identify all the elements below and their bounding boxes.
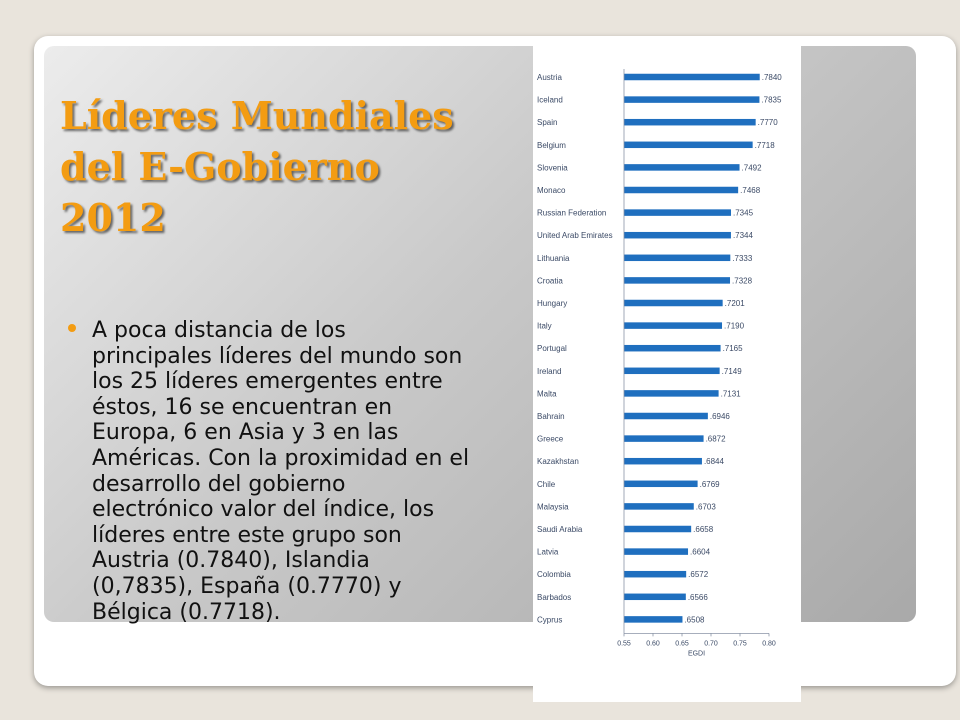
data-label: .7333 (732, 254, 753, 263)
bar (624, 209, 732, 216)
data-label: .6703 (696, 502, 717, 511)
bar (624, 73, 760, 81)
bar (624, 322, 723, 329)
slide-title: Líderes Mundiales del E-Gobierno 2012 (60, 93, 454, 240)
bar (624, 254, 731, 262)
category-label: Italy (537, 322, 552, 331)
category-label: Saudi Arabia (537, 525, 583, 534)
bullet-dot-icon (68, 324, 76, 332)
x-tick-label: 0.75 (733, 640, 747, 647)
category-label: Malaysia (537, 502, 569, 511)
bar (624, 570, 687, 578)
bar (624, 231, 731, 239)
bar (624, 503, 694, 510)
data-label: .6604 (690, 548, 711, 557)
x-tick-label: 0.65 (675, 640, 689, 647)
data-label: .7190 (724, 322, 745, 331)
bar (624, 480, 698, 488)
bar (624, 164, 740, 171)
category-label: Iceland (537, 96, 563, 105)
data-label: .7201 (725, 299, 746, 308)
data-label: .7165 (723, 344, 744, 353)
bar (624, 548, 689, 555)
data-label: .7149 (722, 367, 743, 376)
data-label: .7344 (733, 231, 754, 240)
egdi-chart-svg: Austria .7840 Iceland .7835 Spain .7770 Belgiu… (537, 69, 783, 657)
data-label: .7345 (733, 209, 754, 218)
bar (624, 277, 731, 284)
data-label: .7492 (742, 163, 763, 172)
data-label: .6658 (693, 525, 714, 534)
category-label: Spain (537, 118, 557, 127)
bar (624, 593, 686, 601)
category-label: Lithuania (537, 254, 570, 263)
category-label: Chile (537, 480, 556, 489)
bar (624, 412, 708, 420)
bar (624, 96, 760, 103)
bar (624, 141, 753, 149)
data-label: .6572 (688, 570, 709, 579)
bar (624, 367, 720, 375)
category-label: Belgium (537, 141, 566, 150)
data-label: .6844 (704, 457, 725, 466)
category-label: Croatia (537, 276, 563, 285)
category-label: Austria (537, 73, 562, 82)
x-tick-label: 0.55 (617, 640, 631, 647)
data-label: .7131 (721, 389, 742, 398)
category-label: Portugal (537, 344, 567, 353)
category-label: United Arab Emirates (537, 231, 613, 240)
x-tick-label: 0.80 (762, 640, 776, 647)
category-label: Monaco (537, 186, 566, 195)
x-tick-label: 0.60 (646, 640, 660, 647)
bar (624, 435, 704, 442)
bar (624, 186, 739, 194)
data-label: .7718 (755, 141, 776, 150)
egdi-chart: Austria .7840 Iceland .7835 Spain .7770 Belgiu… (533, 46, 801, 702)
data-label: .7840 (762, 73, 783, 82)
bar (624, 299, 723, 307)
data-label: .6769 (700, 480, 721, 489)
data-label: .7328 (732, 276, 753, 285)
category-label: Ireland (537, 367, 561, 376)
data-label: .6508 (684, 615, 705, 624)
x-axis-label: EGDI (688, 650, 705, 657)
bar (624, 457, 702, 465)
data-label: .6872 (706, 435, 727, 444)
data-label: .6946 (710, 412, 731, 421)
category-label: Hungary (537, 299, 567, 308)
category-label: Slovenia (537, 163, 568, 172)
data-label: .7468 (740, 186, 761, 195)
bar (624, 616, 683, 623)
category-label: Malta (537, 389, 557, 398)
data-label: .6566 (688, 593, 709, 602)
bar (624, 118, 756, 126)
category-label: Colombia (537, 570, 571, 579)
category-label: Latvia (537, 548, 559, 557)
category-label: Bahrain (537, 412, 565, 421)
data-label: .7770 (758, 118, 779, 127)
bar (624, 390, 719, 397)
x-tick-label: 0.70 (704, 640, 718, 647)
bar (624, 525, 692, 533)
bar (624, 344, 721, 352)
bullet-text: A poca distancia de los principales líde… (92, 318, 470, 625)
data-label: .7835 (761, 96, 782, 105)
category-label: Cyprus (537, 615, 562, 624)
category-label: Russian Federation (537, 209, 606, 218)
category-label: Kazakhstan (537, 457, 579, 466)
category-label: Greece (537, 435, 564, 444)
category-label: Barbados (537, 593, 571, 602)
